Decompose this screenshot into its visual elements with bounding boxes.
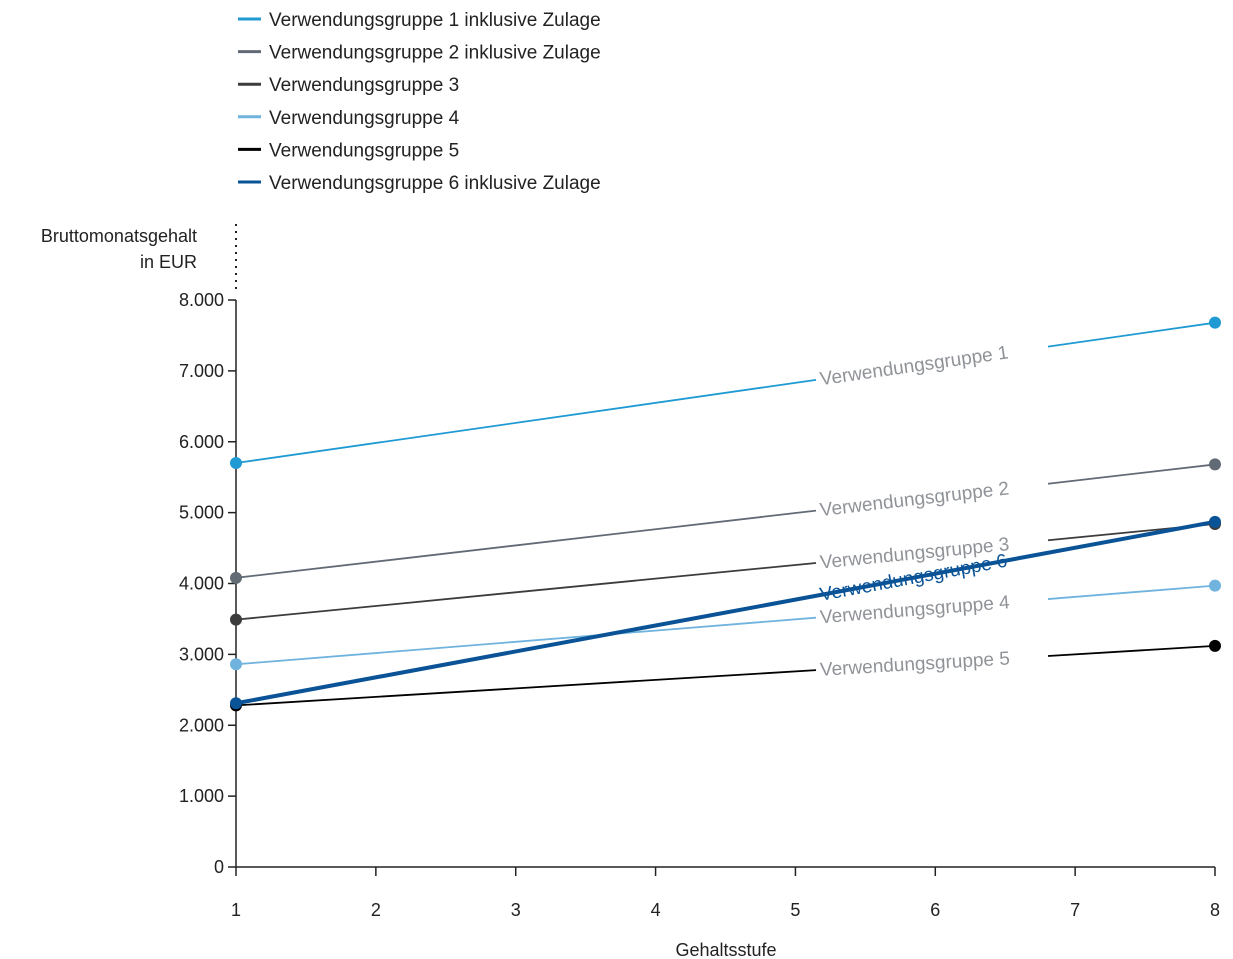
data-point — [1209, 316, 1221, 329]
x-tick-label: 8 — [1210, 900, 1220, 920]
series-inline-label: Verwendungsgruppe 1 — [819, 342, 1010, 390]
series-line-segment — [235, 669, 817, 707]
y-tick-label: 3.000 — [179, 644, 224, 664]
x-tick-label: 5 — [790, 900, 800, 920]
series-line-segment — [1047, 321, 1216, 348]
x-tick-label: 3 — [511, 900, 521, 920]
series-line-segment — [1047, 644, 1216, 657]
series-line-segment — [235, 509, 817, 579]
y-axis-title-line-2: in EUR — [140, 252, 197, 272]
legend-item: Verwendungsgruppe 3 — [238, 75, 459, 96]
legend-label: Verwendungsgruppe 6 inklusive Zulage — [269, 173, 601, 194]
series-inline-labels: Verwendungsgruppe 1 Verwendungsgruppe 2 Ve… — [818, 342, 1011, 680]
data-point — [230, 697, 242, 710]
data-point — [1209, 639, 1221, 652]
legend-label: Verwendungsgruppe 1 inklusive Zulage — [269, 10, 601, 31]
data-point — [230, 613, 242, 626]
data-point — [1209, 458, 1221, 471]
series-points — [230, 316, 1221, 712]
series-lines — [234, 321, 1217, 707]
x-tick-label: 2 — [371, 900, 381, 920]
y-tick-label: 4.000 — [179, 574, 224, 594]
legend-label: Verwendungsgruppe 3 — [269, 75, 459, 96]
y-tick-label: 5.000 — [179, 503, 224, 523]
series-line-segment — [235, 562, 817, 621]
series-line-segment — [1047, 463, 1216, 485]
legend-item: Verwendungsgruppe 6 inklusive Zulage — [238, 173, 601, 194]
x-tick-label: 6 — [930, 900, 940, 920]
y-tick-label: 8.000 — [179, 290, 224, 310]
y-tick-label: 0 — [214, 857, 224, 877]
chart-axes: Bruttomonatsgehalt in EUR Gehaltsstufe 0… — [41, 224, 1220, 959]
legend-label: Verwendungsgruppe 2 inklusive Zulage — [269, 43, 601, 64]
x-tick-label: 4 — [651, 900, 661, 920]
y-tick-label: 7.000 — [179, 361, 224, 381]
series-line-segment — [235, 616, 817, 666]
series-inline-label: Verwendungsgruppe 2 — [819, 478, 1010, 521]
legend-item: Verwendungsgruppe 1 inklusive Zulage — [238, 10, 601, 31]
legend-label: Verwendungsgruppe 5 — [269, 140, 459, 161]
data-point — [1209, 515, 1221, 528]
data-point — [230, 658, 242, 671]
y-tick-label: 2.000 — [179, 715, 224, 735]
series-inline-label: Verwendungsgruppe 5 — [819, 648, 1010, 681]
x-tick-label: 7 — [1070, 900, 1080, 920]
x-tick-label: 1 — [231, 900, 241, 920]
series-line-segment — [235, 378, 817, 464]
series-line-highlight — [234, 519, 1217, 706]
series-line-segment — [1047, 584, 1216, 600]
legend-item: Verwendungsgruppe 2 inklusive Zulage — [238, 43, 601, 64]
y-tick-label: 1.000 — [179, 786, 224, 806]
data-point — [230, 457, 242, 470]
legend-item: Verwendungsgruppe 5 — [238, 140, 459, 161]
legend-label: Verwendungsgruppe 4 — [269, 108, 460, 129]
y-axis-title-line-1: Bruttomonatsgehalt — [41, 226, 197, 246]
chart-legend: Verwendungsgruppe 1 inklusive Zulage Verw… — [238, 10, 601, 194]
x-axis-title: Gehaltsstufe — [675, 940, 776, 959]
legend-item: Verwendungsgruppe 4 — [238, 108, 460, 129]
y-tick-label: 6.000 — [179, 432, 224, 452]
data-point — [230, 571, 242, 584]
data-point — [1209, 579, 1221, 592]
